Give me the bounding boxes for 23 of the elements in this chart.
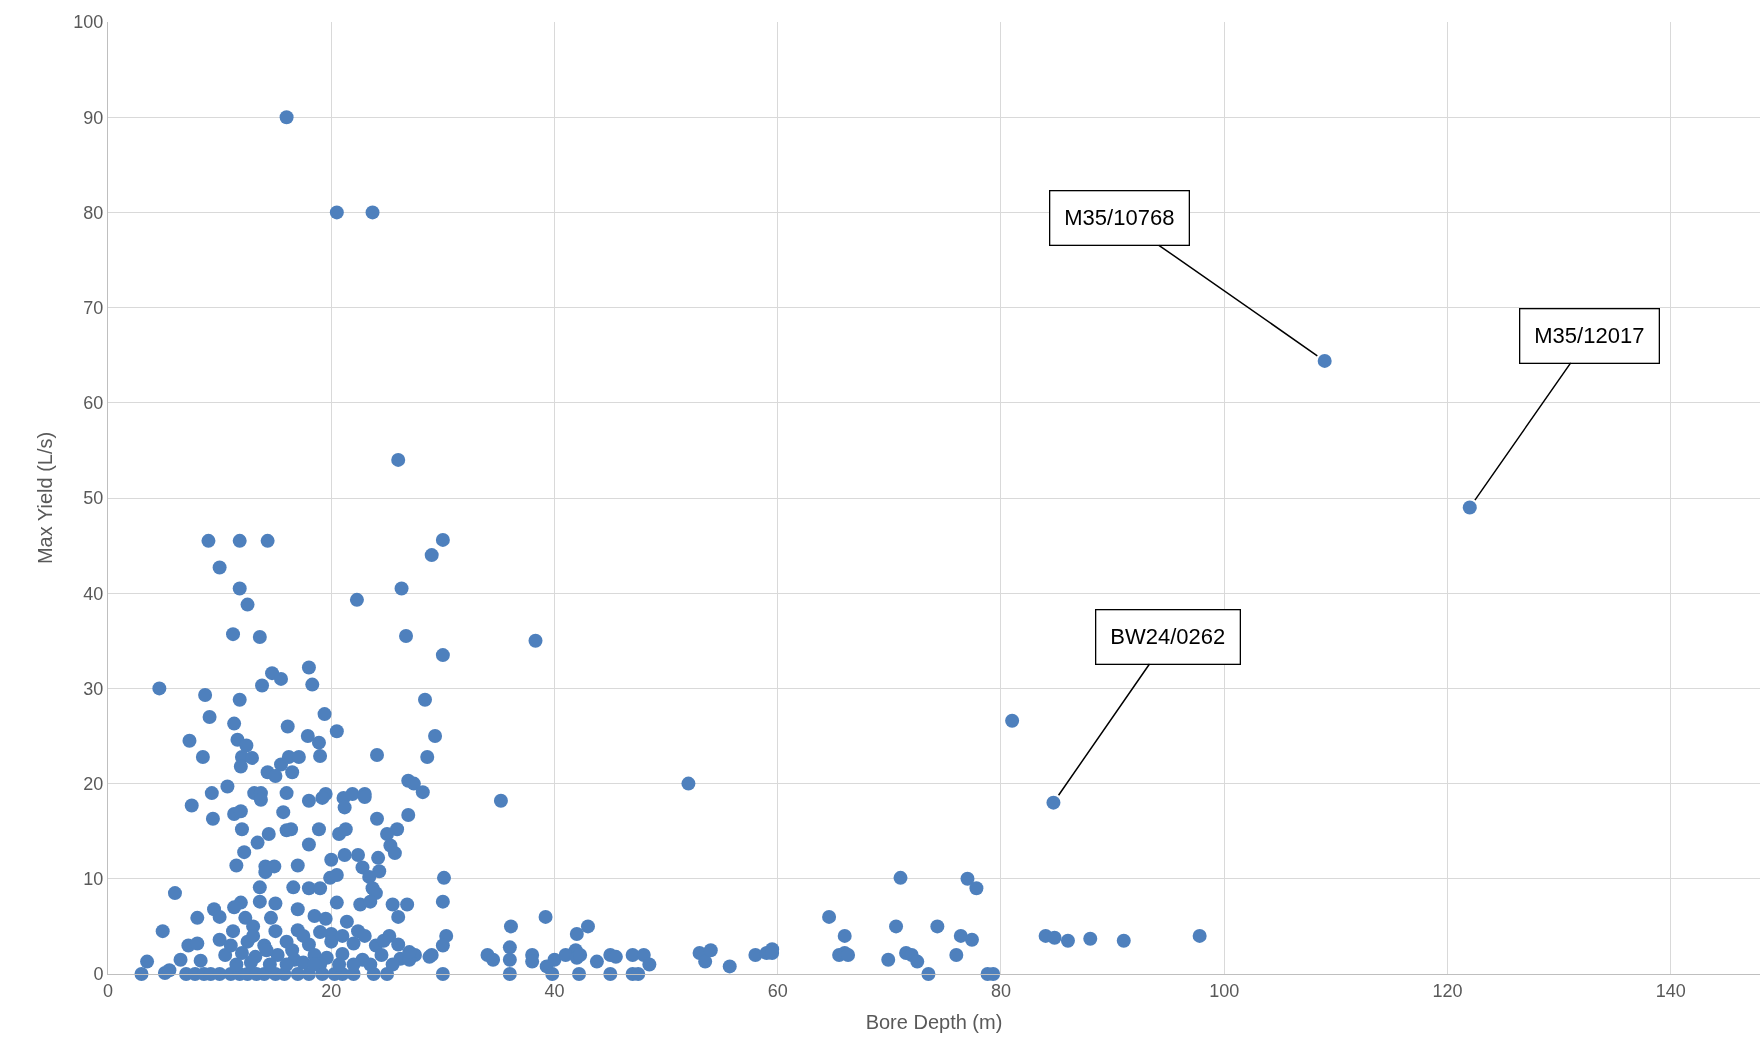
y-tick-label: 70 — [83, 297, 104, 318]
x-tick-label: 40 — [544, 980, 565, 1001]
x-tick-label: 80 — [990, 980, 1011, 1001]
y-tick-label: 40 — [83, 583, 104, 604]
annotation: M35/10768 — [1064, 205, 1175, 231]
x-tick-label: 140 — [1655, 980, 1686, 1001]
x-tick-label: 100 — [1209, 980, 1240, 1001]
x-tick-label: 60 — [767, 980, 788, 1001]
y-axis-title: Max Yield (L/s) — [33, 431, 56, 565]
y-tick-label: 80 — [83, 202, 104, 223]
y-tick-label: 20 — [83, 773, 104, 794]
y-tick-label: 0 — [93, 964, 104, 985]
x-tick-label: 120 — [1432, 980, 1463, 1001]
x-axis-title: Bore Depth (m) — [865, 1011, 1003, 1034]
y-tick-label: 100 — [73, 12, 104, 33]
annotation: M35/12017 — [1534, 323, 1645, 349]
x-tick-label: 20 — [321, 980, 342, 1001]
y-tick-label: 10 — [83, 869, 104, 890]
y-tick-label: 60 — [83, 393, 104, 414]
y-tick-label: 50 — [83, 488, 104, 509]
y-tick-label: 30 — [83, 678, 104, 699]
annotation: BW24/0262 — [1110, 624, 1226, 650]
y-tick-label: 90 — [83, 107, 104, 128]
